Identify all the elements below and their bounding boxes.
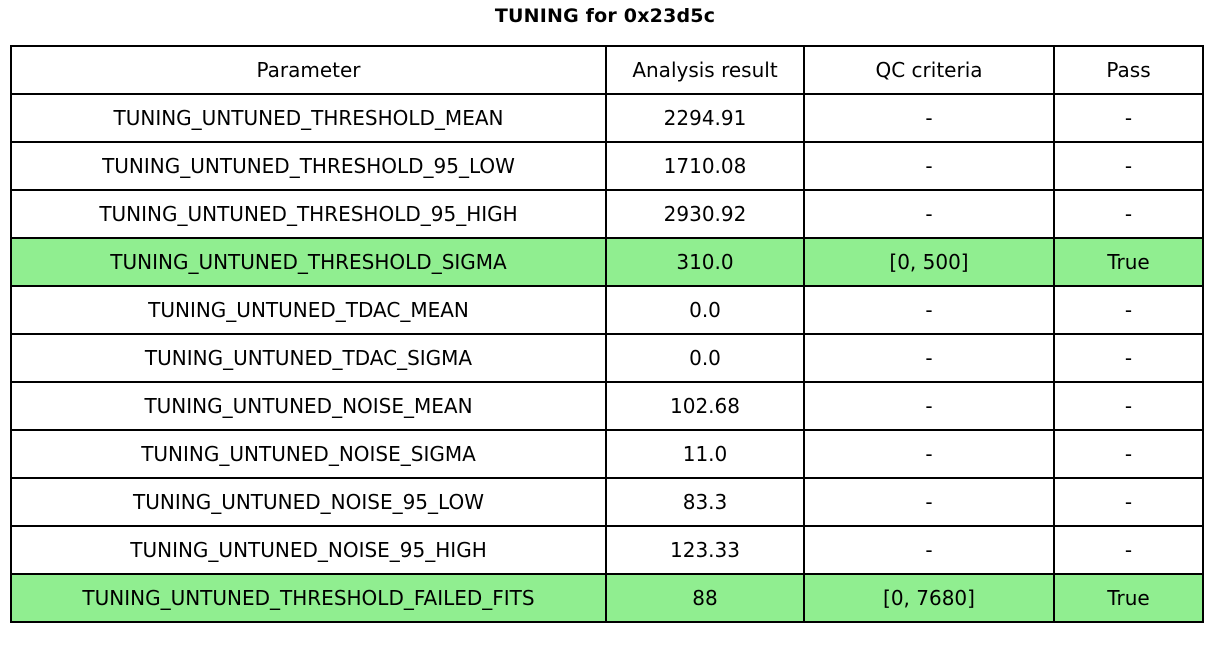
cell-parameter: TUNING_UNTUNED_TDAC_SIGMA xyxy=(10,333,607,383)
table-row: TUNING_UNTUNED_THRESHOLD_95_LOW 1710.08- - xyxy=(10,141,1204,191)
cell-qc-criteria: - xyxy=(803,477,1055,527)
qc-table: Parameter Analysis result QC criteria Pass … xyxy=(10,45,1204,623)
table-body: TUNING_UNTUNED_THRESHOLD_MEAN 2294.91- - TU… xyxy=(10,93,1204,623)
cell-parameter: TUNING_UNTUNED_THRESHOLD_MEAN xyxy=(10,93,607,143)
cell-qc-criteria: - xyxy=(803,429,1055,479)
cell-pass: - xyxy=(1053,333,1204,383)
cell-analysis-result: 123.33 xyxy=(605,525,805,575)
cell-qc-criteria: - xyxy=(803,285,1055,335)
cell-parameter: TUNING_UNTUNED_NOISE_95_LOW xyxy=(10,477,607,527)
cell-parameter: TUNING_UNTUNED_NOISE_SIGMA xyxy=(10,429,607,479)
cell-qc-criteria: - xyxy=(803,525,1055,575)
table-row: TUNING_UNTUNED_NOISE_95_HIGH 123.33- - xyxy=(10,525,1204,575)
table-row: TUNING_UNTUNED_THRESHOLD_MEAN 2294.91- - xyxy=(10,93,1204,143)
cell-parameter: TUNING_UNTUNED_THRESHOLD_95_HIGH xyxy=(10,189,607,239)
header-row: Parameter Analysis result QC criteria Pass xyxy=(10,45,1204,95)
table-header: Parameter Analysis result QC criteria Pass xyxy=(10,45,1204,95)
cell-pass: - xyxy=(1053,93,1204,143)
column-header-analysis-result: Analysis result xyxy=(605,45,805,95)
cell-qc-criteria: - xyxy=(803,93,1055,143)
cell-parameter: TUNING_UNTUNED_NOISE_MEAN xyxy=(10,381,607,431)
table-row: TUNING_UNTUNED_THRESHOLD_SIGMA 310.0 [0, 5… xyxy=(10,237,1204,287)
cell-pass: True xyxy=(1053,237,1204,287)
table-row: TUNING_UNTUNED_TDAC_MEAN 0.0- - xyxy=(10,285,1204,335)
cell-pass: - xyxy=(1053,189,1204,239)
page-title: TUNING for 0x23d5c xyxy=(494,5,716,27)
cell-pass: - xyxy=(1053,477,1204,527)
cell-pass: - xyxy=(1053,285,1204,335)
cell-pass: - xyxy=(1053,429,1204,479)
cell-analysis-result: 88 xyxy=(605,573,805,623)
table-row: TUNING_UNTUNED_NOISE_SIGMA 11.0- - xyxy=(10,429,1204,479)
cell-pass: - xyxy=(1053,141,1204,191)
cell-qc-criteria: - xyxy=(803,189,1055,239)
cell-qc-criteria: - xyxy=(803,333,1055,383)
cell-qc-criteria: - xyxy=(803,381,1055,431)
cell-analysis-result: 83.3 xyxy=(605,477,805,527)
table-row: TUNING_UNTUNED_THRESHOLD_FAILED_FITS 88 [0… xyxy=(10,573,1204,623)
cell-parameter: TUNING_UNTUNED_THRESHOLD_95_LOW xyxy=(10,141,607,191)
cell-pass: True xyxy=(1053,573,1204,623)
cell-analysis-result: 11.0 xyxy=(605,429,805,479)
cell-pass: - xyxy=(1053,381,1204,431)
cell-parameter: TUNING_UNTUNED_NOISE_95_HIGH xyxy=(10,525,607,575)
cell-qc-criteria: [0, 7680] xyxy=(803,573,1055,623)
cell-qc-criteria: [0, 500] xyxy=(803,237,1055,287)
cell-analysis-result: 310.0 xyxy=(605,237,805,287)
column-header-parameter: Parameter xyxy=(10,45,607,95)
cell-analysis-result: 102.68 xyxy=(605,381,805,431)
cell-analysis-result: 2930.92 xyxy=(605,189,805,239)
cell-parameter: TUNING_UNTUNED_THRESHOLD_SIGMA xyxy=(10,237,607,287)
cell-parameter: TUNING_UNTUNED_THRESHOLD_FAILED_FITS xyxy=(10,573,607,623)
table-row: TUNING_UNTUNED_NOISE_MEAN 102.68- - xyxy=(10,381,1204,431)
cell-pass: - xyxy=(1053,525,1204,575)
table-row: TUNING_UNTUNED_TDAC_SIGMA 0.0- - xyxy=(10,333,1204,383)
column-header-pass: Pass xyxy=(1053,45,1204,95)
cell-analysis-result: 0.0 xyxy=(605,333,805,383)
table-row: TUNING_UNTUNED_THRESHOLD_95_HIGH 2930.92-… xyxy=(10,189,1204,239)
cell-analysis-result: 1710.08 xyxy=(605,141,805,191)
column-header-qc-criteria: QC criteria xyxy=(803,45,1055,95)
cell-qc-criteria: - xyxy=(803,141,1055,191)
cell-parameter: TUNING_UNTUNED_TDAC_MEAN xyxy=(10,285,607,335)
table-row: TUNING_UNTUNED_NOISE_95_LOW 83.3- - xyxy=(10,477,1204,527)
cell-analysis-result: 2294.91 xyxy=(605,93,805,143)
cell-analysis-result: 0.0 xyxy=(605,285,805,335)
